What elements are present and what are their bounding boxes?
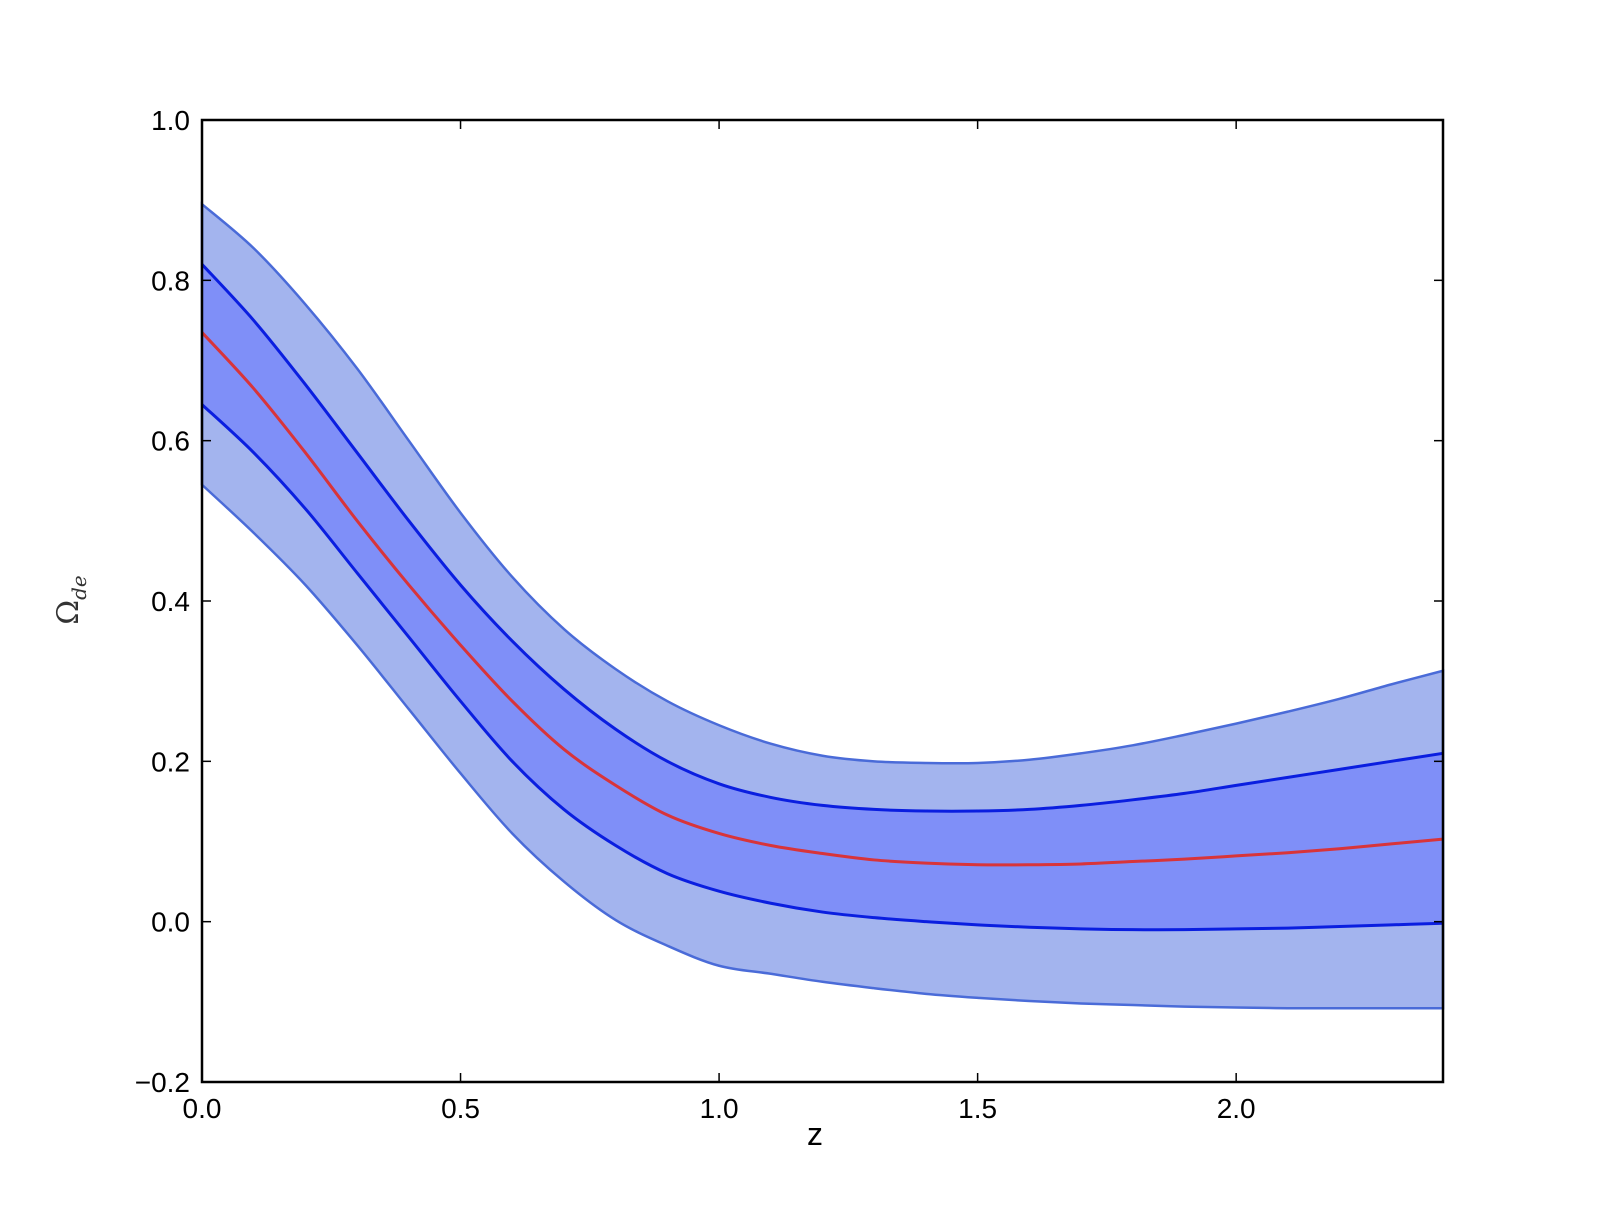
y-tick-label: 0.2 bbox=[151, 746, 190, 777]
x-tick-label: 2.0 bbox=[1217, 1093, 1256, 1124]
confidence-bands bbox=[200, 201, 1445, 1010]
y-tick-label: −0.2 bbox=[135, 1067, 190, 1098]
inner-lower-line bbox=[200, 403, 1444, 932]
series-lines bbox=[200, 263, 1444, 932]
axis-ticks bbox=[201, 119, 1443, 1083]
x-tick-label: 0.0 bbox=[183, 1093, 222, 1124]
mean-line bbox=[200, 331, 1444, 867]
inner-confidence-band bbox=[202, 264, 1443, 930]
y-tick-label: 0.8 bbox=[151, 265, 190, 296]
x-axis-title: z bbox=[807, 1116, 823, 1152]
y-tick-label: 0.4 bbox=[151, 586, 190, 617]
x-tick-label: 1.5 bbox=[958, 1093, 997, 1124]
y-tick-label: 0.0 bbox=[151, 907, 190, 938]
inner-upper-line bbox=[200, 263, 1444, 813]
y-axis-title-subscript: de bbox=[67, 575, 91, 600]
y-tick-label: 1.0 bbox=[151, 105, 190, 136]
y-axis-title: Ωde bbox=[51, 575, 91, 625]
y-axis-title-main: Ω bbox=[51, 600, 86, 625]
y-tick-label: 0.6 bbox=[151, 426, 190, 457]
axis-tick-labels: 0.0 0.5 1.0 1.5 2.0−0.20.00.20.40.60.81.0 bbox=[135, 105, 1256, 1124]
x-tick-label: 1.0 bbox=[700, 1093, 739, 1124]
x-tick-label: 0.5 bbox=[441, 1093, 480, 1124]
